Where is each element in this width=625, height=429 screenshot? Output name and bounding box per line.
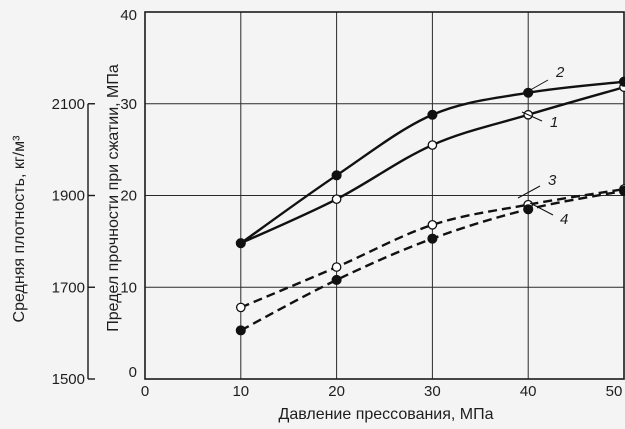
series-2-point-2 (427, 109, 438, 120)
series-2: 2 (235, 64, 625, 249)
series-4-point-4 (618, 185, 625, 196)
x-tick-label-5: 50 (606, 383, 623, 400)
density-axis: 1500 1700 1900 2100 (52, 96, 95, 388)
series-2-point-0 (235, 238, 246, 249)
series-2-point-3 (523, 87, 534, 98)
y-tick-label-2: 20 (120, 188, 137, 205)
tick-labels: 0 10 20 30 40 50 0 10 20 30 40 (120, 7, 622, 400)
series-3-leader (517, 185, 541, 199)
series-group: 1 2 3 4 (235, 64, 625, 336)
series-1-label: 1 (550, 114, 558, 131)
y-axis-label-density: Средняя плотность, кг/м³ (11, 135, 28, 323)
y-axis-label-strength: Предел прочности при сжатии, МПа (105, 64, 122, 332)
series-4-point-2 (427, 233, 438, 244)
series-2-label: 2 (555, 64, 565, 81)
x-axis-label: Давление прессования, МПа (278, 406, 493, 423)
series-1-point-2 (427, 140, 438, 150)
series-2-leader (524, 79, 549, 94)
series-1-leader (521, 111, 543, 122)
y-tick-label-1: 10 (120, 279, 137, 296)
x-tick-label-1: 10 (232, 383, 249, 400)
x-tick-label-4: 40 (520, 383, 537, 400)
density-tick-label-1: 1700 (52, 279, 85, 296)
y-tick-label-0: 0 (129, 364, 137, 381)
series-1-point-1 (331, 194, 342, 205)
y-tick-label-3: 30 (120, 96, 137, 113)
x-tick-label-3: 30 (424, 383, 441, 400)
y-tick-label-4: 40 (120, 7, 137, 24)
series-3-point-1 (331, 262, 342, 272)
series-2-point-4 (618, 76, 625, 87)
series-2-point-1 (331, 170, 342, 181)
series-3-label: 3 (548, 172, 557, 189)
series-4-point-1 (331, 274, 342, 285)
series-4: 4 (235, 185, 625, 336)
series-4-point-3 (523, 204, 534, 215)
series-4-label: 4 (560, 211, 568, 228)
series-3-point-2 (427, 220, 438, 230)
x-tick-label-0: 0 (141, 383, 149, 400)
density-tick-label-3: 2100 (52, 96, 85, 113)
series-4-leader (529, 202, 554, 216)
series-4-point-0 (235, 325, 246, 336)
grid (145, 12, 624, 379)
density-tick-label-0: 1500 (52, 371, 85, 388)
density-tick-label-2: 1900 (52, 188, 85, 205)
series-3-point-0 (235, 302, 246, 313)
x-tick-label-2: 20 (328, 383, 345, 400)
